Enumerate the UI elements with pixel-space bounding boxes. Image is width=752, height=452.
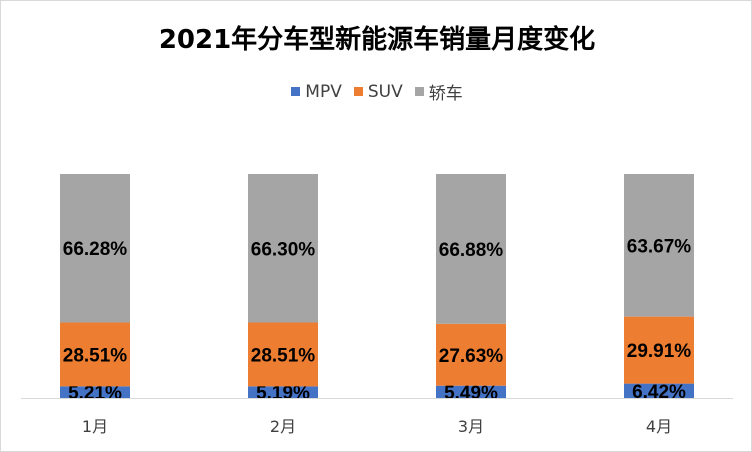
legend-swatch-sedan [414, 87, 424, 96]
data-label-suv-4: 29.91% [627, 341, 692, 362]
legend-swatch-mpv [291, 87, 301, 96]
legend-item-mpv: MPV [291, 82, 342, 102]
x-tick-label-1: 1月 [82, 417, 108, 436]
legend: MPV SUV 轿车 [1, 79, 752, 104]
data-label-sedan-3: 66.88% [439, 240, 504, 261]
bar-mpv-1 [60, 386, 130, 398]
bar-sedan-4 [624, 174, 694, 317]
data-label-sedan-4: 63.67% [627, 236, 692, 257]
bar-suv-4 [624, 316, 694, 384]
bar-mpv-3 [436, 385, 506, 398]
bar-suv-3 [436, 323, 506, 386]
legend-label-suv: SUV [367, 81, 403, 102]
x-tick-label-2: 2月 [270, 417, 296, 436]
x-tick-label-3: 3月 [458, 417, 484, 436]
data-label-sedan-1: 66.28% [63, 239, 128, 260]
data-label-suv-1: 28.51% [63, 345, 128, 366]
legend-swatch-suv [353, 87, 363, 96]
data-label-mpv-4: 6.42% [632, 382, 686, 403]
data-label-mpv-3: 5.49% [444, 383, 498, 404]
legend-item-sedan: 轿车 [414, 79, 463, 104]
bar-mpv-4 [624, 383, 694, 398]
data-label-suv-2: 28.51% [251, 345, 316, 366]
bar-sedan-1 [60, 174, 130, 323]
bar-suv-2 [248, 322, 318, 387]
legend-label-mpv: MPV [305, 81, 342, 102]
data-label-sedan-2: 66.30% [251, 239, 316, 260]
bar-suv-1 [60, 322, 130, 387]
legend-item-suv: SUV [353, 81, 403, 102]
legend-label-sedan: 轿车 [428, 84, 463, 104]
bar-sedan-3 [436, 174, 506, 324]
x-tick-label-4: 4月 [646, 417, 672, 436]
chart-title: 2021年分车型新能源车销量月度变化 [158, 25, 596, 55]
data-label-suv-3: 27.63% [439, 346, 504, 367]
bar-sedan-2 [248, 174, 318, 323]
bar-mpv-2 [248, 386, 318, 398]
